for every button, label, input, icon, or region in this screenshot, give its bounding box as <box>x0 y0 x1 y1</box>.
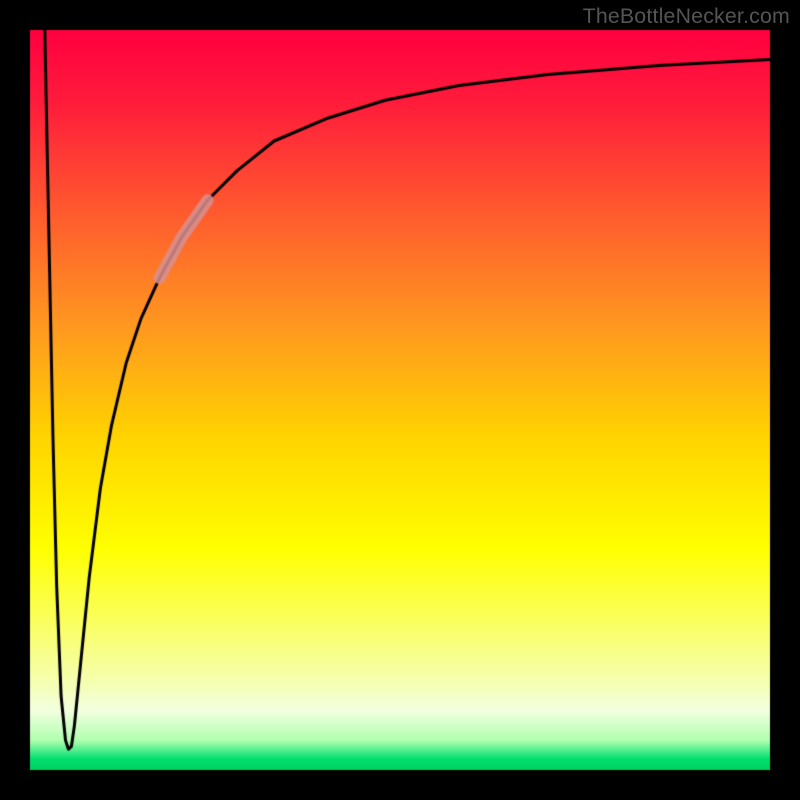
bottleneck-curve-chart <box>0 0 800 800</box>
watermark-text: TheBottleNecker.com <box>583 4 790 29</box>
chart-container: TheBottleNecker.com <box>0 0 800 800</box>
